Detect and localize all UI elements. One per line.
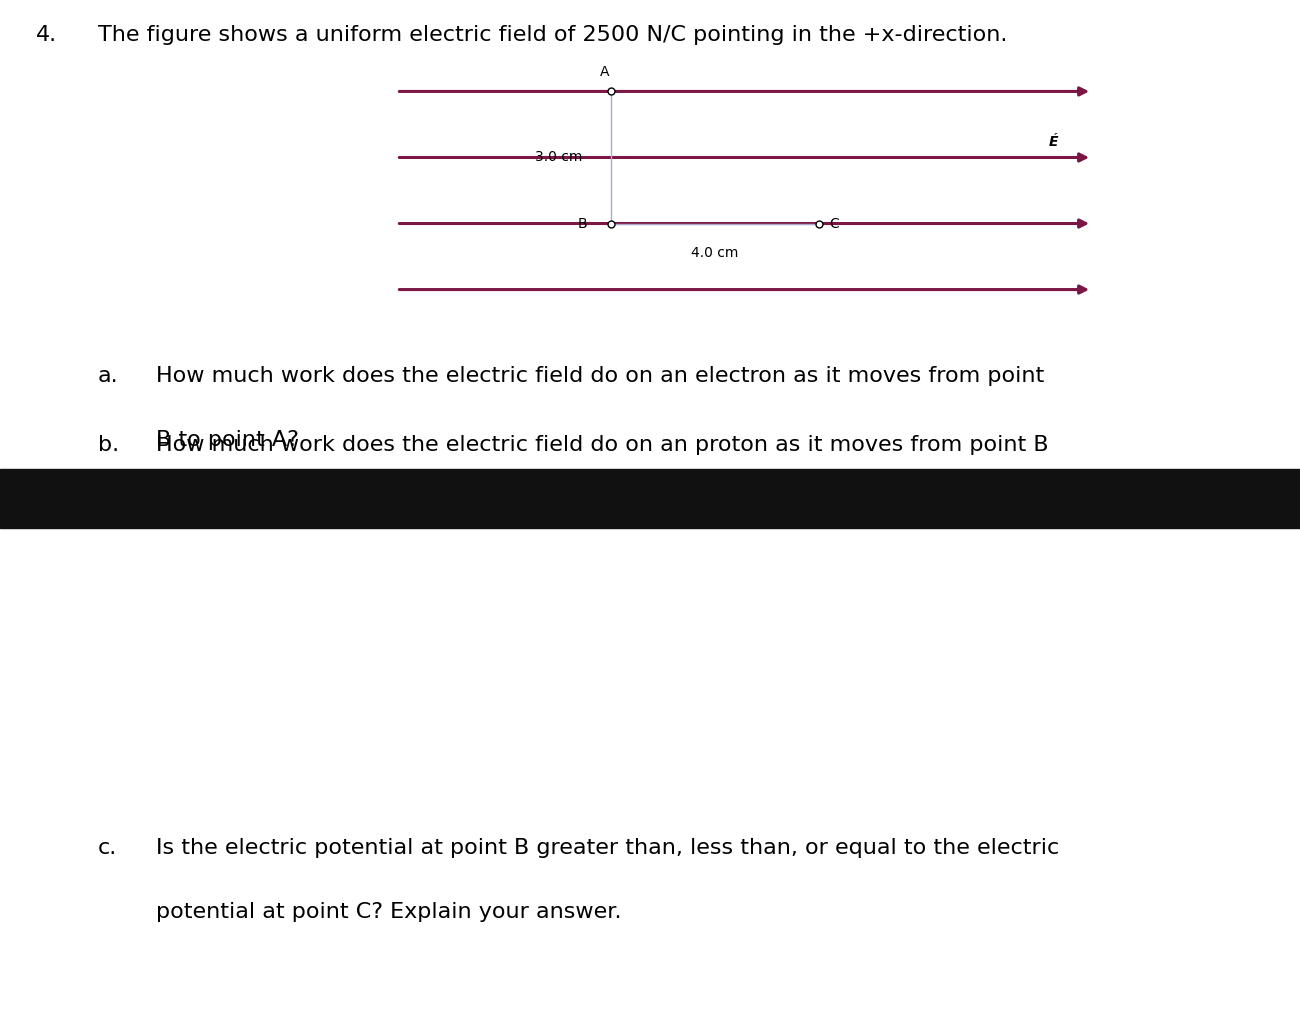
Text: How much work does the electric field do on an electron as it moves from point: How much work does the electric field do… — [156, 366, 1044, 386]
Text: The figure shows a uniform electric field of 2500 N/C pointing in the +x-directi: The figure shows a uniform electric fiel… — [98, 25, 1008, 46]
Text: c.: c. — [98, 838, 117, 859]
Text: 3.0 cm: 3.0 cm — [536, 150, 582, 165]
Text: B to point A?: B to point A? — [156, 430, 299, 450]
Text: B: B — [578, 216, 588, 231]
Text: Is the electric potential at point B greater than, less than, or equal to the el: Is the electric potential at point B gre… — [156, 838, 1060, 859]
Text: How much work does the electric field do on an proton as it moves from point B: How much work does the electric field do… — [156, 435, 1049, 455]
Text: C: C — [829, 216, 840, 231]
Text: A: A — [599, 65, 610, 79]
Text: a.: a. — [98, 366, 118, 386]
Text: to point C?: to point C? — [156, 499, 277, 519]
Text: 4.0 cm: 4.0 cm — [692, 246, 738, 260]
Text: potential at point C? Explain your answer.: potential at point C? Explain your answe… — [156, 902, 621, 923]
Bar — [0, 469, 1300, 528]
Text: 4.: 4. — [36, 25, 57, 46]
Text: b.: b. — [98, 435, 118, 455]
Text: É: É — [1048, 135, 1058, 149]
